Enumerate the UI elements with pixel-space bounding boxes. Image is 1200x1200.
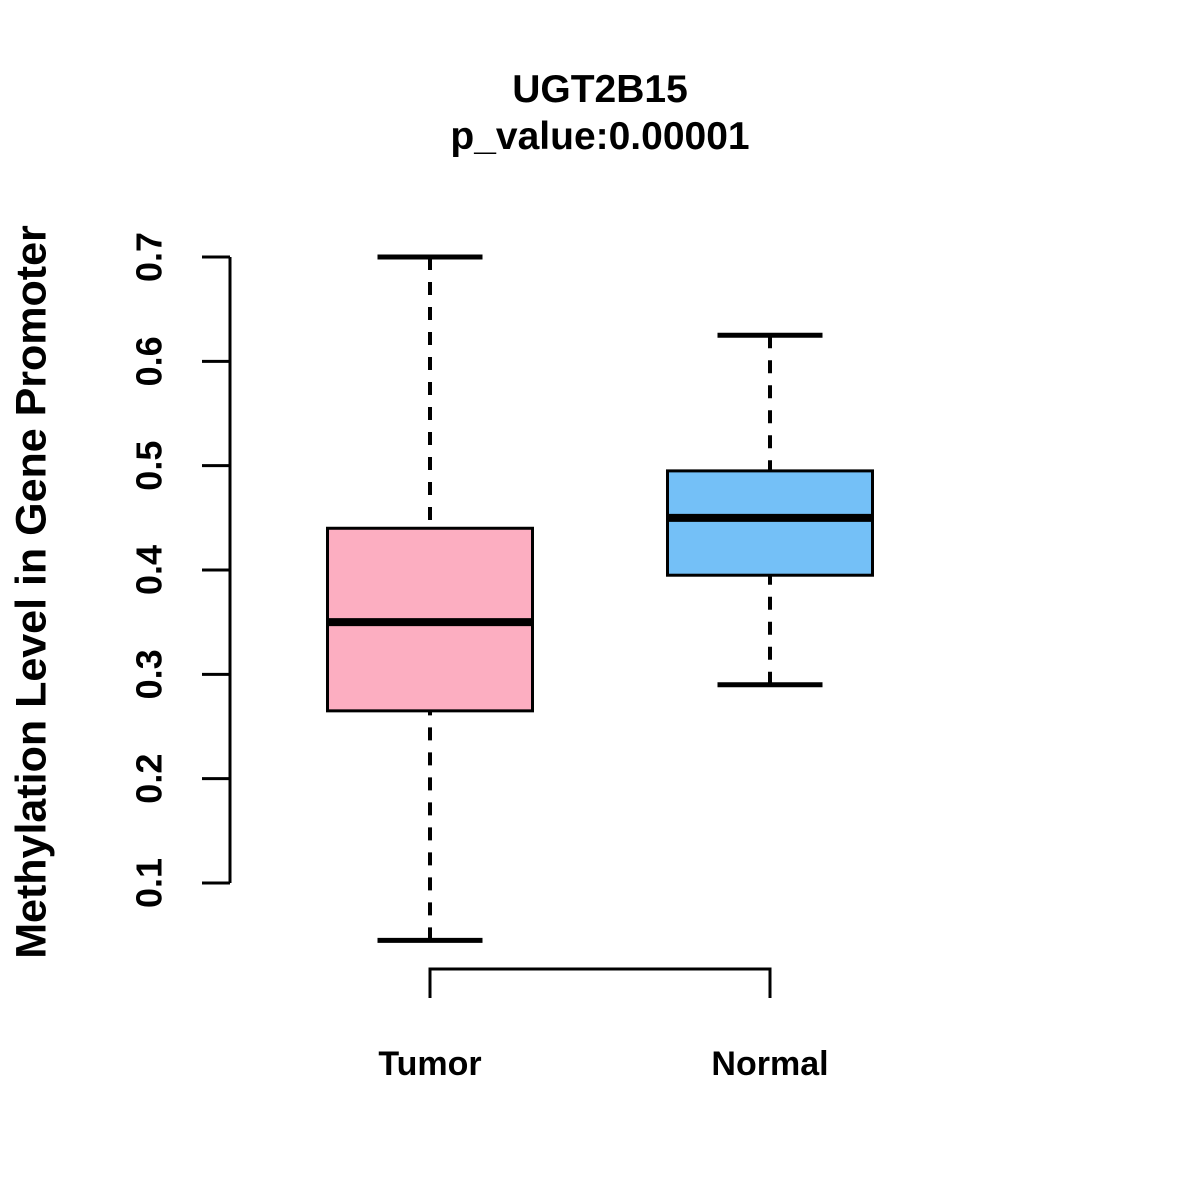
y-axis-tick-label: 0.7 — [129, 232, 170, 282]
normal-box — [666, 469, 874, 577]
y-axis-tick-label: 0.1 — [129, 858, 170, 908]
x-tick-label-tumor: Tumor — [378, 1045, 481, 1083]
x-tick-label-normal: Normal — [711, 1045, 828, 1083]
y-axis-tick-label: 0.6 — [129, 336, 170, 386]
y-axis-tick-label: 0.2 — [129, 754, 170, 804]
y-axis-tick-label: 0.5 — [129, 441, 170, 491]
y-axis-tick-label: 0.3 — [129, 649, 170, 699]
chart-title-block: UGT2B15 p_value:0.00001 — [0, 66, 1200, 160]
x-axis-bracket — [428, 967, 772, 998]
y-axis-tick-label: 0.4 — [129, 545, 170, 595]
chart-title: UGT2B15 — [512, 68, 688, 111]
chart-subtitle: p_value:0.00001 — [450, 115, 750, 158]
